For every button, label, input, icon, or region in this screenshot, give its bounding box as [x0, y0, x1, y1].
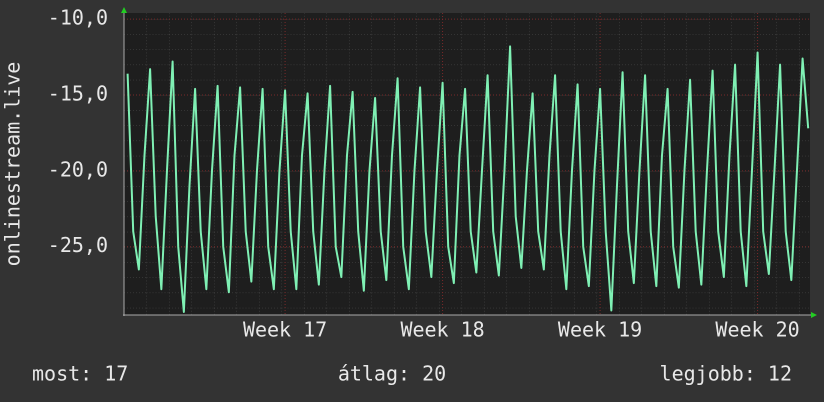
plot	[126, 45, 810, 313]
footer-stat: legjobb: 12	[660, 362, 792, 386]
y-tick-label: -20,0	[48, 157, 108, 181]
grid	[124, 13, 810, 315]
x-tick-label: Week 18	[400, 318, 484, 342]
footer-stat: most: 17	[32, 362, 128, 386]
axis-arrow	[121, 7, 127, 13]
x-tick-label: Week 19	[558, 318, 642, 342]
x-tick-label: Week 17	[243, 318, 327, 342]
axis-arrow	[811, 312, 817, 318]
footer-stat: átlag: 20	[338, 362, 446, 386]
y-tick-label: -25,0	[48, 233, 108, 257]
y-tick-label: -15,0	[48, 81, 108, 105]
y-tick-label: -10,0	[48, 6, 108, 30]
data-line	[126, 45, 810, 313]
y-axis-label: onlinestream.live	[1, 62, 25, 267]
x-tick-label: Week 20	[715, 318, 799, 342]
minor-grid	[124, 13, 810, 315]
